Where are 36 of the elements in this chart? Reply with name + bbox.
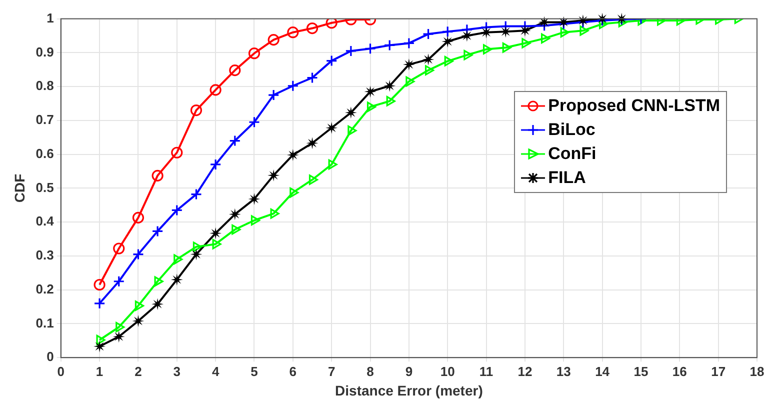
y-tick-label: 1 (46, 10, 54, 26)
x-tick-label: 10 (440, 364, 455, 379)
x-tick-label: 2 (134, 364, 142, 379)
x-tick-label: 7 (328, 364, 336, 379)
x-tick-label: 17 (711, 364, 726, 379)
x-tick-label: 12 (518, 364, 532, 379)
legend-label: FILA (548, 167, 586, 189)
x-tick-label: 5 (250, 364, 258, 379)
x-tick-label: 15 (634, 364, 648, 379)
x-axis-title: Distance Error (meter) (335, 382, 483, 398)
y-tick-label: 0.5 (36, 180, 54, 195)
x-tick-label: 6 (289, 364, 297, 379)
x-tick-label: 16 (672, 364, 687, 379)
x-tick-label: 11 (479, 364, 494, 379)
legend-label: ConFi (548, 143, 596, 165)
legend-label: Proposed CNN-LSTM (548, 95, 720, 117)
legend-label: BiLoc (548, 119, 596, 141)
x-tick-label: 13 (556, 364, 571, 379)
y-tick-label: 0.4 (36, 214, 55, 229)
y-tick-label: 0.8 (36, 78, 54, 94)
y-tick-label: 0.1 (36, 315, 54, 330)
y-tick-label: 0.9 (36, 44, 54, 60)
y-tick-label: 0.3 (36, 248, 54, 263)
y-tick-label: 0 (46, 349, 54, 364)
y-tick-label: 0.6 (36, 146, 54, 161)
x-tick-label: 18 (750, 364, 764, 379)
x-tick-label: 14 (595, 364, 610, 379)
x-tick-label: 0 (57, 364, 64, 379)
x-tick-label: 4 (212, 364, 220, 379)
y-axis-title: CDF (11, 173, 28, 203)
x-tick-label: 9 (405, 364, 413, 379)
y-tick-label: 0.2 (36, 281, 54, 296)
y-tick-label: 0.7 (36, 112, 54, 128)
x-tick-label: 3 (173, 364, 181, 379)
x-tick-label: 8 (366, 364, 374, 379)
x-tick-label: 1 (96, 364, 104, 379)
